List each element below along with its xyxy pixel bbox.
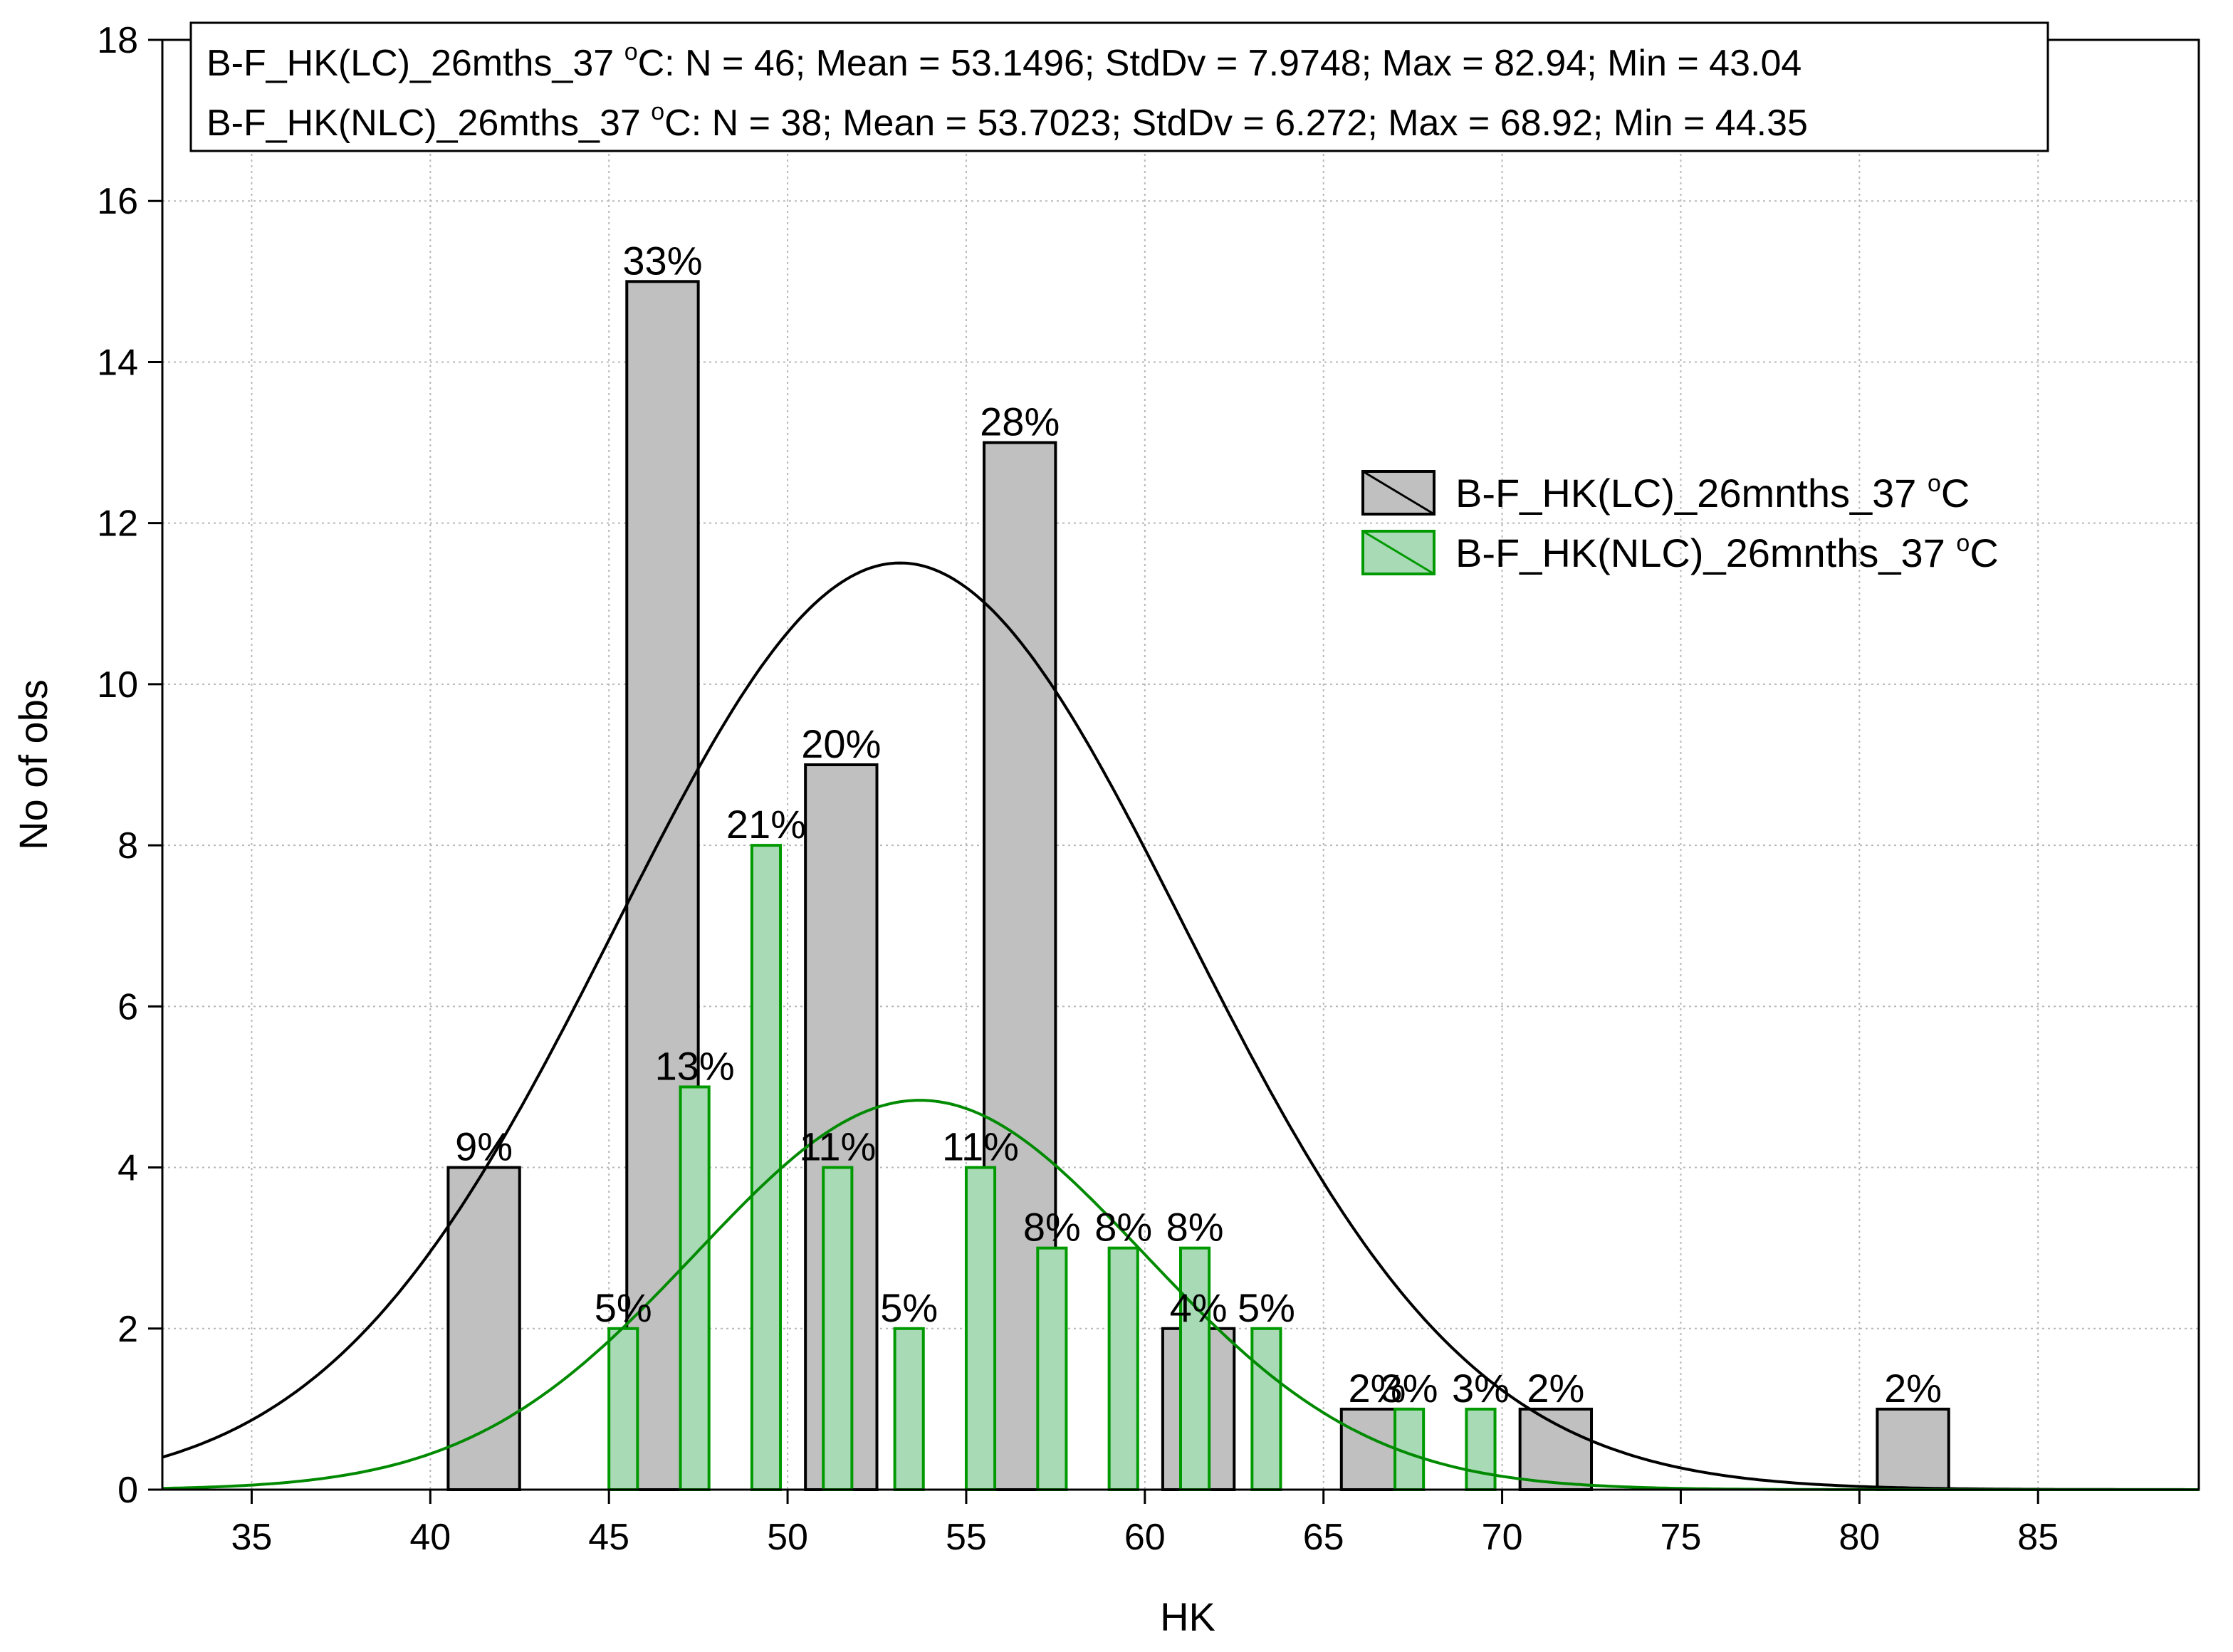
legend-swatch-diagonal [1362, 470, 1435, 516]
bar-label-nlc: 13% [655, 1043, 735, 1088]
legend-series-name: B-F_HK(NLC)_26mnths_37 [1455, 530, 1956, 575]
bar-nlc [1179, 1246, 1211, 1491]
bar-percentage-labels: 9%33%20%28%4%2% 2% 2%5%13%21%11%5%11%8% 8% 8… [455, 238, 1942, 1411]
legend-unit: C [1970, 530, 1998, 575]
y-tick-label: 18 [97, 20, 138, 61]
stats-series-name: B-F_HK(NLC)_26mths_37 [206, 103, 651, 144]
bar-label-lc: 2% [1884, 1366, 1942, 1411]
legend-swatch-diagonal [1362, 530, 1435, 575]
stats-box-frame [189, 21, 2049, 152]
y-tick-label: 10 [97, 664, 138, 706]
stats-line-lc: B-F_HK(LC)_26mths_37 oC: N = 46; Mean = … [206, 38, 1801, 84]
bar-nlc [750, 844, 783, 1491]
bar-label-nlc: 5% [595, 1285, 652, 1330]
y-tick-label: 14 [97, 342, 138, 383]
bar-nlc [607, 1327, 639, 1492]
bar-nlc [1107, 1246, 1139, 1491]
y-tick-label: 16 [97, 181, 138, 222]
bar-lc [446, 1166, 521, 1491]
bar-label-lc: 2% [1348, 1366, 1406, 1411]
legend-series-name: B-F_HK(LC)_26mnths_37 [1455, 471, 1928, 516]
bar-label-nlc: 5% [880, 1285, 938, 1330]
x-tick-label: 35 [231, 1517, 273, 1558]
bar-label-nlc: 8% [1023, 1205, 1081, 1250]
bar-nlc [822, 1166, 854, 1491]
y-axis-title: No of obs [11, 679, 56, 850]
bar-nlc [679, 1085, 711, 1491]
x-tick-label: 60 [1124, 1517, 1166, 1558]
legend-degree-sup: o [1928, 470, 1941, 497]
normal-curve-lc [162, 561, 2199, 1491]
bar-label-nlc: 3% [1381, 1366, 1438, 1411]
bar-label-lc: 4% [1170, 1285, 1228, 1330]
x-tick-label: 75 [1661, 1517, 1702, 1558]
stats-series-name: B-F_HK(LC)_26mths_37 [206, 43, 624, 84]
bar-nlc [1465, 1407, 1497, 1492]
bars-series-nlc [607, 844, 1497, 1492]
stats-degree-sup: o [624, 38, 638, 66]
legend-degree-sup: o [1956, 530, 1970, 557]
stats-values: C: N = 38; Mean = 53.7023; StdDv = 6.272… [664, 103, 1808, 144]
stats-degree-sup: o [651, 98, 664, 125]
bar-label-nlc: 11% [942, 1124, 1019, 1169]
bar-label-lc: 2% [1527, 1366, 1584, 1411]
bar-nlc [1036, 1246, 1068, 1491]
bar-nlc [893, 1327, 925, 1492]
y-tick-label: 8 [117, 825, 138, 867]
x-tick-label: 40 [409, 1517, 451, 1558]
bar-lc [1876, 1407, 1950, 1492]
bar-label-lc: 33% [622, 238, 702, 283]
x-axis-title: HK [1160, 1594, 1215, 1639]
x-tick-label: 70 [1482, 1517, 1523, 1558]
bar-label-nlc: 3% [1452, 1366, 1510, 1411]
stats-box: B-F_HK(LC)_26mths_37 oC: N = 46; Mean = … [189, 21, 2049, 152]
bar-label-nlc: 5% [1238, 1285, 1295, 1330]
bar-label-lc: 9% [455, 1124, 513, 1169]
bar-lc [1518, 1407, 1594, 1492]
x-tick-label: 85 [2017, 1517, 2059, 1558]
legend: B-F_HK(LC)_26mnths_37 oCB-F_HK(NLC)_26mn… [1361, 470, 1999, 575]
bar-nlc [964, 1166, 997, 1491]
axes: 0 2 4 6 8 10 12 14 16 18 35 40 45 50 55 60 65 70 75 80 85 HK N… [11, 20, 2200, 1639]
bar-label-nlc: 8% [1166, 1205, 1224, 1250]
bar-nlc [1250, 1327, 1282, 1492]
y-tick-label: 6 [117, 986, 138, 1028]
legend-unit: C [1941, 471, 1970, 516]
x-tick-label: 65 [1303, 1517, 1344, 1558]
bar-label-lc: 28% [980, 399, 1060, 444]
bar-label-nlc: 11% [799, 1124, 876, 1169]
bar-label-nlc: 21% [726, 802, 806, 847]
legend-label-lc: B-F_HK(LC)_26mnths_37 oC [1455, 470, 1970, 516]
y-tick-label: 0 [117, 1470, 138, 1511]
x-tick-label: 45 [588, 1517, 629, 1558]
y-tick-label: 12 [97, 503, 138, 545]
bar-label-lc: 20% [801, 721, 881, 766]
legend-label-nlc: B-F_HK(NLC)_26mnths_37 oC [1455, 530, 1999, 575]
x-tick-label: 80 [1839, 1517, 1880, 1558]
x-tick-label: 55 [946, 1517, 987, 1558]
stats-line-nlc: B-F_HK(NLC)_26mths_37 oC: N = 38; Mean =… [206, 98, 1808, 144]
y-tick-label: 4 [117, 1148, 138, 1189]
y-tick-label: 2 [117, 1309, 138, 1350]
bar-label-nlc: 8% [1094, 1205, 1152, 1250]
x-tick-label: 50 [767, 1517, 808, 1558]
stats-values: C: N = 46; Mean = 53.1496; StdDv = 7.974… [638, 43, 1802, 84]
